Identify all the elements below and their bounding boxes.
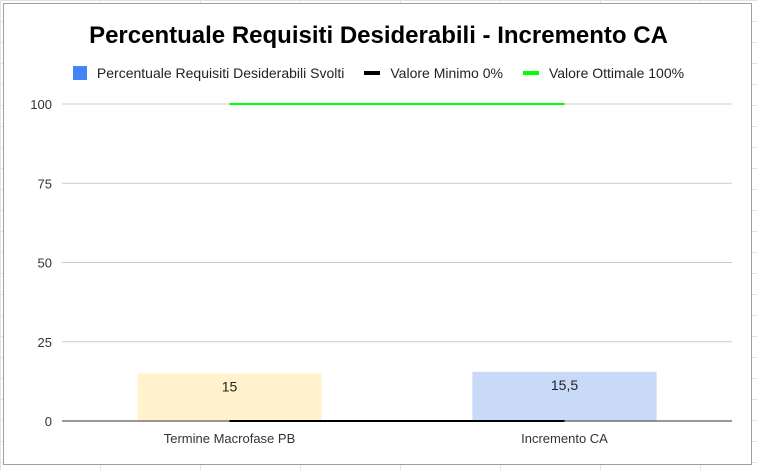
bar-data-label: 15 [222,378,238,394]
legend-item-requisiti-svolti[interactable]: Percentuale Requisiti Desiderabili Svolt… [72,65,345,81]
chart-title: Percentuale Requisiti Desiderabili - Inc… [89,22,668,49]
legend-swatch-green-line-icon [522,71,539,75]
y-tick-label: 50 [38,256,52,271]
y-tick-label: 0 [45,414,52,429]
y-tick-label: 75 [38,176,52,191]
x-tick-label: Termine Macrofase PB [164,431,296,446]
legend-label: Percentuale Requisiti Desiderabili Svolt… [96,65,345,81]
bar-data-label: 15,5 [551,377,578,393]
bar [472,371,657,421]
y-tick-label: 25 [38,335,52,350]
legend-swatch-blue-square-icon [72,66,87,80]
legend-label: Valore Minimo 0% [390,65,503,81]
y-tick-label: 100 [30,97,52,112]
legend-item-valore-minimo[interactable]: Valore Minimo 0% [364,65,503,81]
legend-item-valore-ottimale[interactable]: Valore Ottimale 100% [522,65,685,81]
bar [137,373,322,421]
legend-label: Valore Ottimale 100% [548,65,685,81]
chart-legend: Percentuale Requisiti Desiderabili Svolt… [0,65,757,81]
legend-swatch-black-line-icon [364,71,381,75]
x-tick-label: Incremento CA [521,431,608,446]
